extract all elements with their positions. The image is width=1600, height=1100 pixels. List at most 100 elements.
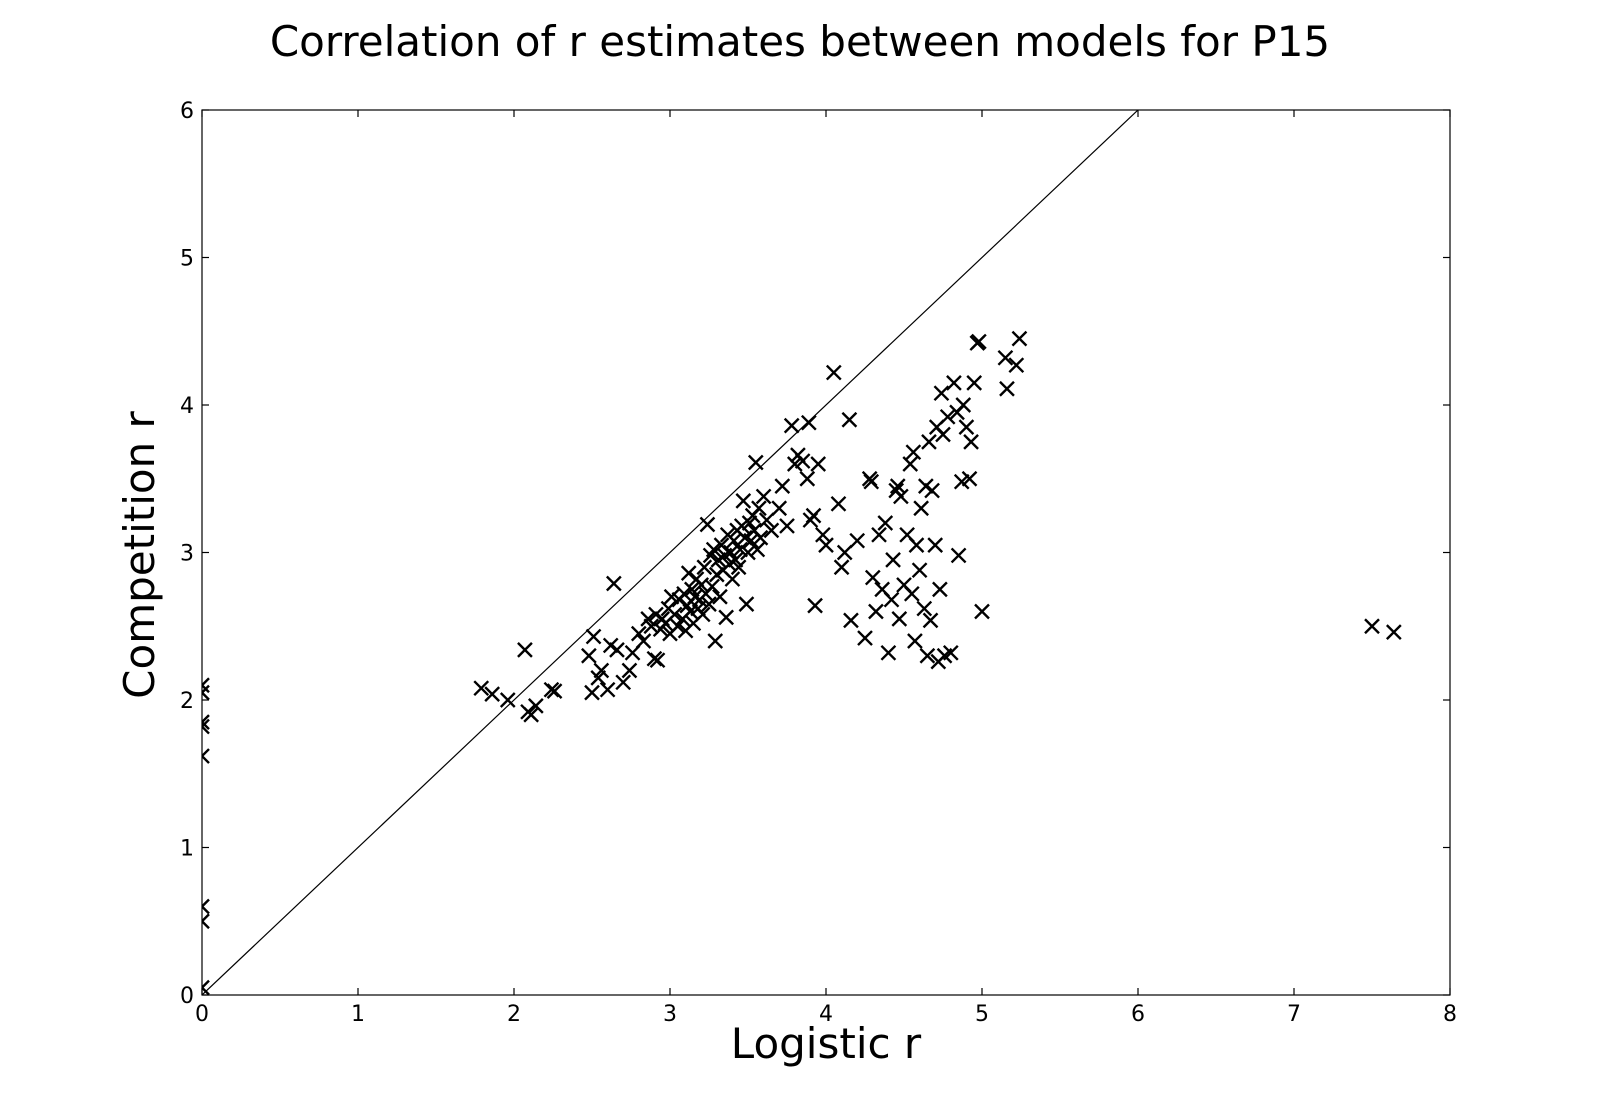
- data-point: [718, 609, 735, 626]
- data-point: [805, 507, 822, 524]
- chart-title: Correlation of r estimates between model…: [270, 17, 1330, 66]
- data-point: [202, 677, 210, 694]
- data-point: [202, 684, 210, 701]
- data-point: [885, 552, 901, 568]
- data-point: [971, 333, 987, 350]
- y-tick-label: 4: [180, 394, 194, 419]
- data-point: [946, 375, 962, 391]
- data-point: [843, 612, 859, 629]
- data-point: [699, 516, 716, 533]
- data-point: [643, 618, 660, 635]
- data-point: [939, 408, 956, 425]
- data-point: [615, 674, 632, 691]
- data-point: [694, 606, 711, 623]
- data-point: [523, 706, 540, 723]
- data-point: [701, 596, 717, 612]
- data-point: [738, 596, 755, 612]
- data-point: [724, 571, 741, 587]
- y-tick-label: 6: [180, 99, 194, 124]
- data-point: [999, 380, 1015, 397]
- data-point: [669, 618, 686, 635]
- data-point: [707, 633, 724, 649]
- x-tick-label: 8: [1443, 1002, 1457, 1027]
- data-point: [202, 979, 210, 995]
- data-point: [740, 544, 756, 561]
- data-point: [916, 600, 933, 617]
- data-point: [857, 630, 873, 646]
- data-point: [666, 606, 683, 623]
- x-tick-label: 1: [351, 1002, 365, 1027]
- data-point: [202, 913, 210, 930]
- data-point: [908, 537, 925, 553]
- y-tick-label: 5: [180, 247, 194, 272]
- data-point: [932, 581, 948, 598]
- data-point: [927, 537, 944, 553]
- data-point: [722, 544, 739, 561]
- data-point: [961, 470, 978, 487]
- x-tick-label: 5: [975, 1002, 989, 1027]
- data-point: [841, 411, 858, 428]
- axis-ticks: 0 1 2 3 4 5 6 7 8 0 1 2 3 4 5 6: [180, 99, 1457, 1027]
- data-point: [849, 532, 866, 549]
- data-point: [779, 518, 795, 534]
- data-point: [599, 681, 616, 698]
- data-point: [1385, 624, 1402, 640]
- identity-line: [202, 110, 1139, 995]
- data-point: [833, 559, 850, 576]
- data-point: [933, 385, 950, 402]
- data-point: [877, 515, 894, 531]
- data-point: [924, 482, 940, 499]
- data-point: [935, 426, 951, 443]
- data-point: [963, 434, 979, 450]
- data-point: [713, 537, 730, 553]
- data-point: [1008, 357, 1025, 374]
- data-point: [635, 633, 652, 649]
- data-point: [621, 662, 638, 679]
- plot-area: [202, 110, 1402, 995]
- data-point: [605, 575, 622, 592]
- data-point: [868, 603, 884, 620]
- data-point: [997, 349, 1014, 366]
- data-point: [758, 512, 775, 528]
- data-point: [955, 397, 972, 413]
- data-point: [585, 628, 602, 645]
- data-point: [473, 680, 490, 697]
- data-point: [889, 478, 906, 494]
- data-point: [202, 898, 210, 915]
- data-point: [825, 364, 842, 381]
- data-point: [871, 526, 887, 543]
- data-point: [942, 644, 959, 661]
- data-point: [680, 565, 697, 581]
- data-point: [891, 611, 908, 627]
- data-point: [1364, 618, 1380, 635]
- data-point: [202, 748, 210, 764]
- data-point: [907, 633, 923, 649]
- data-point: [735, 493, 752, 509]
- data-point: [749, 541, 766, 558]
- data-point: [774, 478, 791, 494]
- y-tick-label: 3: [180, 542, 194, 567]
- data-point: [950, 547, 967, 564]
- data-point: [913, 500, 930, 517]
- data-point: [958, 419, 975, 435]
- data-point: [484, 686, 501, 702]
- data-point: [704, 578, 720, 595]
- data-point: [581, 647, 597, 664]
- plot-frame: [201, 109, 1451, 996]
- data-point: [546, 683, 563, 699]
- data-point: [584, 684, 600, 701]
- data-point: [755, 488, 772, 505]
- data-point: [751, 500, 767, 517]
- data-point: [771, 500, 788, 517]
- data-point: [726, 532, 742, 549]
- data-point: [922, 612, 939, 629]
- data-point: [911, 562, 928, 579]
- data-point: [919, 647, 936, 664]
- data-point: [799, 470, 816, 487]
- data-point: [807, 597, 823, 614]
- data-point: [499, 692, 516, 708]
- data-point: [974, 603, 990, 620]
- data-point: [696, 559, 713, 576]
- data-point: [800, 414, 817, 431]
